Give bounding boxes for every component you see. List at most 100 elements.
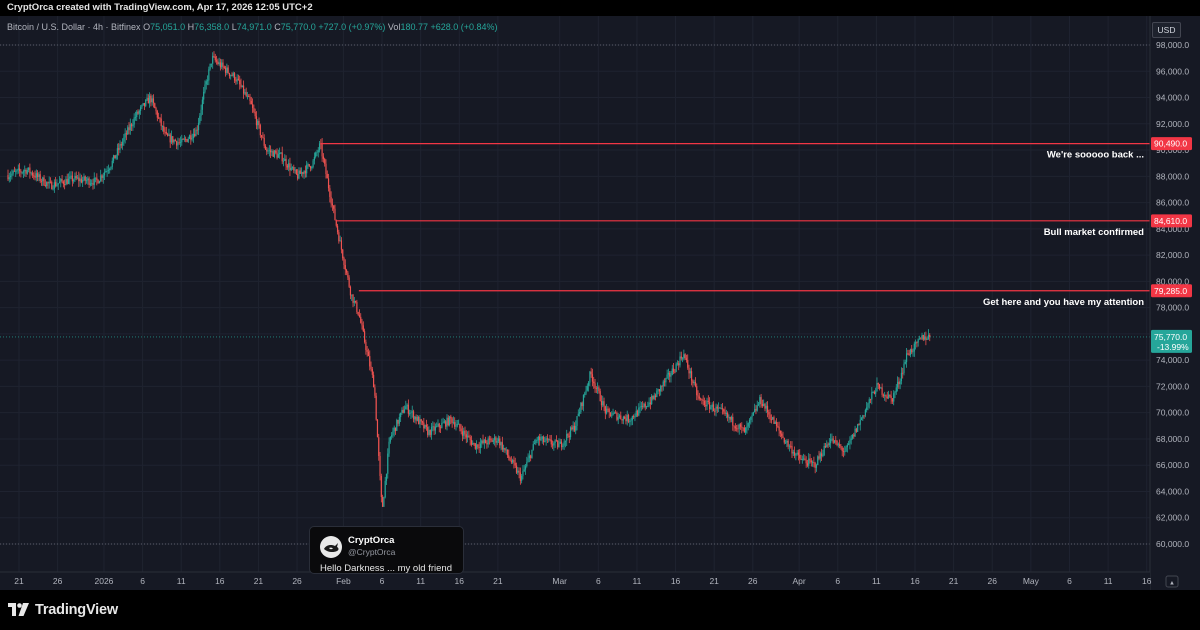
candle-body xyxy=(544,440,546,442)
price-chart[interactable]: We're sooooo back ... Bull market confirm… xyxy=(0,16,1200,590)
candle-body xyxy=(699,398,702,400)
candle-body xyxy=(766,405,769,413)
candle-body xyxy=(806,463,809,466)
candle-body xyxy=(469,437,471,441)
candle-body xyxy=(424,424,426,429)
y-tick-label: 60,000.0 xyxy=(1156,539,1189,549)
candle-body xyxy=(111,160,113,167)
candle-body xyxy=(747,423,749,427)
candle-body xyxy=(850,438,852,441)
candle-body xyxy=(119,144,121,150)
candle-body xyxy=(158,117,160,119)
currency-button[interactable]: USD xyxy=(1152,22,1181,38)
candle-body xyxy=(437,423,439,426)
candle-body xyxy=(866,407,868,411)
candle-body xyxy=(908,353,910,355)
candle-body xyxy=(203,91,205,100)
candle-body xyxy=(701,399,703,401)
candle-body xyxy=(591,374,594,382)
candle-body xyxy=(551,444,554,446)
candle-body xyxy=(455,425,457,427)
candle-body xyxy=(475,444,478,449)
candle-body xyxy=(60,179,62,182)
x-tick-label: 11 xyxy=(177,576,186,586)
candle-body xyxy=(360,316,362,323)
candle-body xyxy=(149,95,151,104)
candle-body xyxy=(607,408,609,410)
candle-body xyxy=(12,170,14,174)
candle-body xyxy=(756,405,758,411)
candle-body xyxy=(447,417,449,426)
current-price-label: 75,770.0 xyxy=(1154,332,1187,342)
chart-area[interactable]: We're sooooo back ... Bull market confirm… xyxy=(0,16,1200,590)
candle-body xyxy=(741,426,743,428)
candle-body xyxy=(568,435,570,438)
candle-body xyxy=(300,172,303,174)
x-tick-label: 6 xyxy=(596,576,601,586)
candle-body xyxy=(620,415,622,420)
candle-body xyxy=(460,428,462,432)
candle-body xyxy=(430,426,433,435)
candle-body xyxy=(539,436,541,441)
candle-body xyxy=(599,391,601,402)
candle-body xyxy=(56,184,58,187)
candle-body xyxy=(524,466,527,470)
candle-body xyxy=(240,84,242,87)
candle-body xyxy=(384,480,386,498)
candle-body xyxy=(734,426,736,429)
candle-body xyxy=(78,177,80,182)
candle-body xyxy=(670,374,672,377)
x-tick-label: 21 xyxy=(14,576,24,586)
candle-body xyxy=(463,430,465,436)
candle-body xyxy=(420,419,422,422)
candle-body xyxy=(657,389,659,391)
candle-body xyxy=(774,421,776,424)
x-tick-label: Apr xyxy=(793,576,806,586)
candle-body xyxy=(681,358,684,360)
candle-body xyxy=(638,407,640,416)
candle-body xyxy=(183,138,185,140)
tradingview-logo[interactable]: TradingView xyxy=(8,600,118,620)
candle-body xyxy=(849,440,851,444)
candle-body xyxy=(872,392,874,393)
candle-body xyxy=(101,175,103,178)
candle-body xyxy=(192,133,194,139)
candle-body xyxy=(317,150,319,153)
candle-body xyxy=(485,439,487,444)
candle-body xyxy=(858,424,860,425)
annotation-text: Get here and you have my attention xyxy=(983,297,1144,308)
candle-body xyxy=(61,179,63,182)
candle-body xyxy=(127,127,129,135)
candle-body xyxy=(53,182,55,189)
candle-body xyxy=(230,75,232,76)
candle-body xyxy=(815,465,818,468)
candle-body xyxy=(902,372,904,374)
candle-body xyxy=(634,416,636,418)
candle-body xyxy=(925,336,927,340)
candle-body xyxy=(472,443,474,445)
candle-body xyxy=(778,426,780,431)
candle-body xyxy=(842,451,845,452)
candle-body xyxy=(645,406,648,408)
candle-body xyxy=(190,135,192,140)
candle-body xyxy=(242,85,245,94)
candle-body xyxy=(649,402,651,405)
candle-body xyxy=(844,451,846,453)
candle-body xyxy=(514,462,516,466)
candle-body xyxy=(470,440,473,445)
open-value: 75,051.0 xyxy=(150,22,186,32)
y-tick-label: 88,000.0 xyxy=(1156,171,1189,181)
candle-body xyxy=(52,188,54,190)
candle-body xyxy=(823,446,825,456)
candle-body xyxy=(393,427,395,432)
candle-body xyxy=(848,443,850,445)
candle-body xyxy=(784,442,787,444)
candle-body xyxy=(73,179,75,182)
candle-body xyxy=(483,439,485,444)
author-handle: @CryptOrca xyxy=(348,547,396,557)
candle-body xyxy=(116,148,119,156)
candle-body xyxy=(521,475,523,481)
candle-body xyxy=(503,447,505,450)
candle-body xyxy=(540,439,542,441)
candle-body xyxy=(13,170,16,172)
